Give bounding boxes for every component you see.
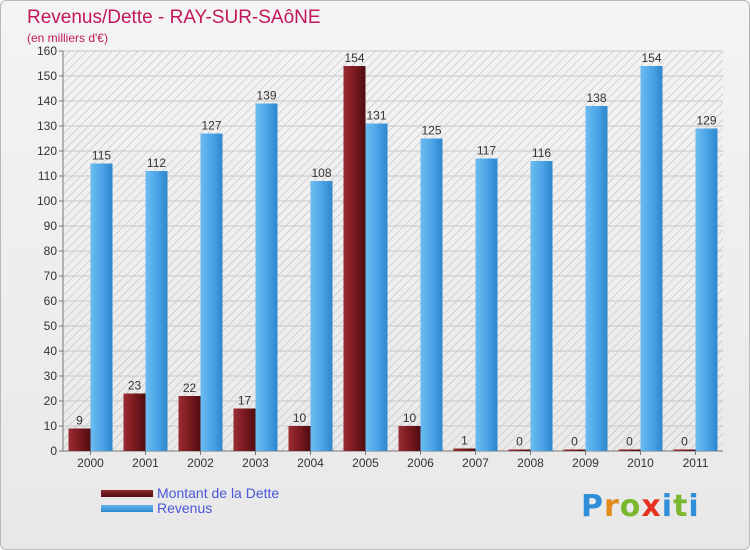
- legend-label-revenue: Revenus: [157, 500, 213, 516]
- data-label: 117: [477, 144, 496, 158]
- logo-letter: o: [619, 489, 642, 524]
- revenue-bar: [585, 106, 608, 451]
- y-tick-label: 120: [37, 144, 57, 158]
- x-tick-label: 2003: [242, 456, 269, 470]
- x-tick-label: 2011: [683, 456, 709, 470]
- y-tick-label: 110: [38, 169, 57, 183]
- data-label: 0: [516, 435, 523, 449]
- x-tick-label: 2002: [187, 456, 214, 470]
- y-tick-label: 0: [50, 444, 57, 458]
- debt-bar: [618, 449, 641, 451]
- revenue-bar: [695, 128, 718, 451]
- debt-bar: [178, 396, 201, 451]
- data-label: 1: [461, 434, 468, 448]
- y-tick-label: 20: [44, 394, 58, 408]
- debt-bar: [123, 393, 146, 451]
- y-tick-label: 30: [44, 369, 58, 383]
- data-label: 131: [366, 109, 386, 123]
- revenue-bar: [530, 161, 553, 451]
- y-tick-label: 50: [44, 319, 58, 333]
- data-label: 154: [344, 51, 364, 65]
- debt-bar: [673, 449, 696, 451]
- proxiti-logo: Proxiti: [581, 489, 700, 524]
- debt-bar: [508, 449, 531, 451]
- chart-title: Revenus/Dette - RAY-SUR-SAôNE: [27, 7, 321, 28]
- debt-bar: [398, 426, 421, 451]
- legend-swatch-revenue: [101, 505, 153, 512]
- debt-bar: [288, 426, 311, 451]
- data-label: 138: [586, 91, 606, 105]
- revenue-bar: [475, 158, 498, 451]
- x-tick-label: 2010: [627, 456, 654, 470]
- legend-label-debt: Montant de la Dette: [157, 485, 280, 501]
- x-tick-label: 2008: [517, 456, 544, 470]
- data-label: 154: [641, 51, 661, 65]
- revenue-bar: [365, 123, 388, 451]
- y-tick-label: 80: [44, 244, 58, 258]
- x-tick-label: 2004: [297, 456, 324, 470]
- revenue-bar: [200, 133, 223, 451]
- y-tick-label: 140: [37, 94, 57, 108]
- data-label: 112: [147, 156, 166, 170]
- x-tick-label: 2007: [462, 456, 489, 470]
- logo-letter: i: [688, 489, 700, 524]
- logo-letter: r: [604, 489, 620, 524]
- y-tick-label: 130: [37, 119, 57, 133]
- data-label: 0: [626, 435, 633, 449]
- data-label: 139: [256, 89, 276, 103]
- x-tick-label: 2005: [352, 456, 379, 470]
- x-tick-label: 2009: [572, 456, 599, 470]
- data-label: 23: [128, 379, 142, 393]
- data-label: 115: [92, 149, 111, 163]
- data-label: 10: [293, 411, 307, 425]
- y-tick-label: 100: [37, 194, 57, 208]
- data-label: 0: [681, 435, 688, 449]
- revenue-bar: [640, 66, 663, 451]
- debt-bar: [453, 448, 476, 451]
- y-tick-label: 90: [44, 219, 58, 233]
- data-label: 129: [696, 114, 716, 128]
- logo-letter: t: [673, 489, 689, 524]
- debt-bar: [563, 449, 586, 451]
- y-tick-label: 160: [37, 44, 57, 58]
- revenue-bar: [420, 138, 443, 451]
- data-label: 17: [238, 394, 252, 408]
- data-label: 9: [76, 414, 83, 428]
- legend-swatch-debt: [101, 490, 153, 497]
- x-tick-label: 2000: [77, 456, 104, 470]
- chart-subtitle: (en milliers d'€): [27, 31, 108, 45]
- logo-letter: x: [641, 489, 662, 524]
- y-tick-label: 150: [37, 69, 57, 83]
- y-tick-label: 60: [44, 294, 58, 308]
- data-label: 0: [571, 435, 578, 449]
- x-tick-label: 2006: [407, 456, 434, 470]
- x-tick-label: 2001: [132, 456, 159, 470]
- y-tick-label: 10: [44, 419, 58, 433]
- logo-letter: i: [661, 489, 674, 524]
- data-label: 127: [201, 119, 221, 133]
- revenue-bar: [145, 171, 168, 451]
- y-tick-label: 70: [44, 269, 58, 283]
- y-tick-label: 40: [44, 344, 58, 358]
- data-label: 116: [532, 146, 551, 160]
- data-label: 125: [421, 124, 441, 138]
- debt-bar: [68, 428, 91, 451]
- logo-letter: P: [581, 489, 604, 524]
- data-label: 108: [311, 166, 331, 180]
- data-label: 10: [403, 411, 417, 425]
- revenue-bar: [90, 163, 113, 451]
- debt-bar: [233, 408, 256, 451]
- debt-bar: [343, 66, 366, 451]
- revenue-bar: [255, 103, 278, 451]
- revenue-bar: [310, 181, 333, 451]
- data-label: 22: [183, 381, 197, 395]
